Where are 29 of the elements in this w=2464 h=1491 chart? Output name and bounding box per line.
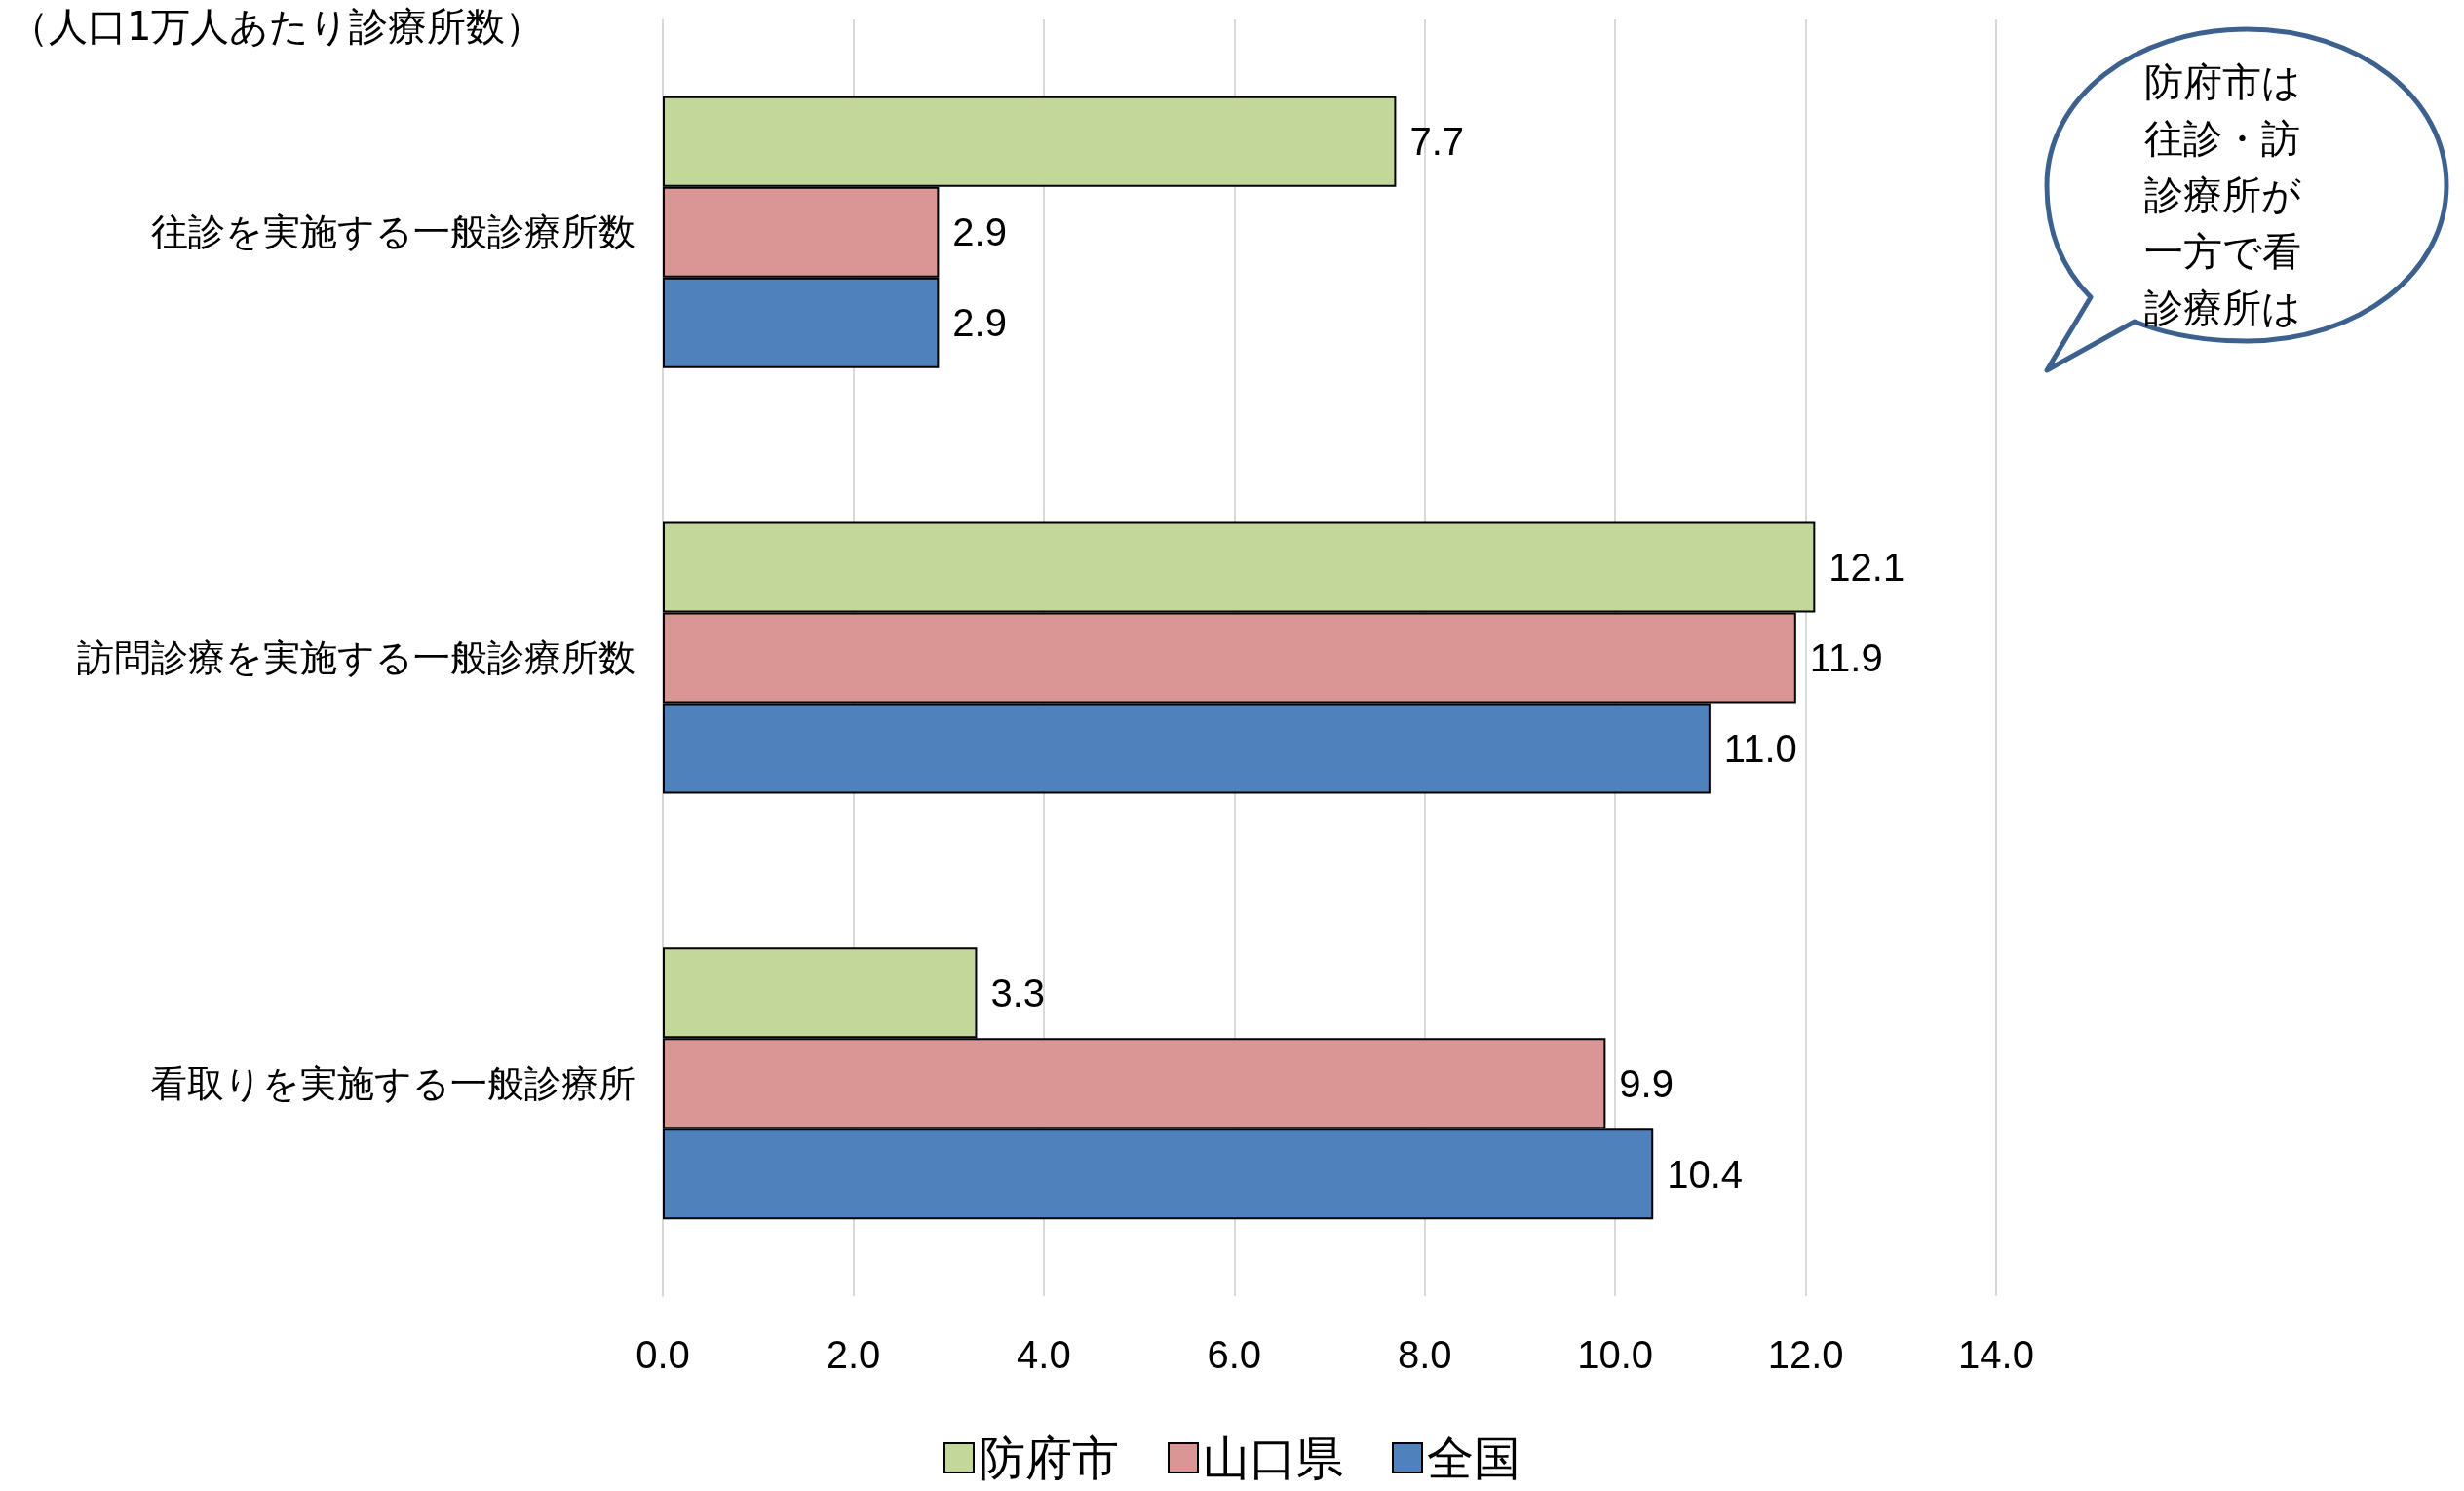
x-tick-label: 2.0 xyxy=(826,1333,881,1376)
y-tick-label: 往診を実施する一般診療所数 xyxy=(151,211,635,253)
x-tick-label: 8.0 xyxy=(1397,1333,1452,1376)
data-label: 2.9 xyxy=(952,210,1007,254)
data-label: 11.0 xyxy=(1723,727,1797,770)
data-label: 3.3 xyxy=(990,971,1046,1014)
data-label: 9.9 xyxy=(1619,1061,1674,1105)
x-tick-label: 14.0 xyxy=(1958,1333,2034,1376)
text: 防府市は xyxy=(2144,58,2301,106)
x-tick-label: 12.0 xyxy=(1767,1333,1844,1376)
x-tick-label: 0.0 xyxy=(635,1333,690,1376)
data-label: 11.9 xyxy=(1809,636,1883,679)
text: 診療所は xyxy=(2144,285,2301,332)
text: 往診・訪 xyxy=(2144,115,2301,163)
text: 診療所が xyxy=(2144,172,2301,219)
data-label: 7.7 xyxy=(1409,120,1465,164)
x-tick-label: 10.0 xyxy=(1577,1333,1654,1376)
legend-label: 防府市 xyxy=(979,1432,1119,1484)
y-tick-label: 看取りを実施する一般診療所 xyxy=(150,1062,635,1104)
data-label: 10.4 xyxy=(1667,1152,1744,1196)
text: 一方で看 xyxy=(2144,228,2301,276)
data-label: 12.1 xyxy=(1829,546,1906,589)
data-label: 2.9 xyxy=(952,301,1007,345)
legend-label: 山口県 xyxy=(1203,1432,1343,1484)
x-tick-label: 4.0 xyxy=(1017,1333,1071,1376)
y-tick-label: 訪問診療を実施する一般診療所数 xyxy=(77,637,635,678)
legend-label: 全国 xyxy=(1427,1432,1521,1484)
x-tick-label: 6.0 xyxy=(1207,1333,1262,1376)
text: （人口1万人あたり診療所数） xyxy=(10,3,545,51)
